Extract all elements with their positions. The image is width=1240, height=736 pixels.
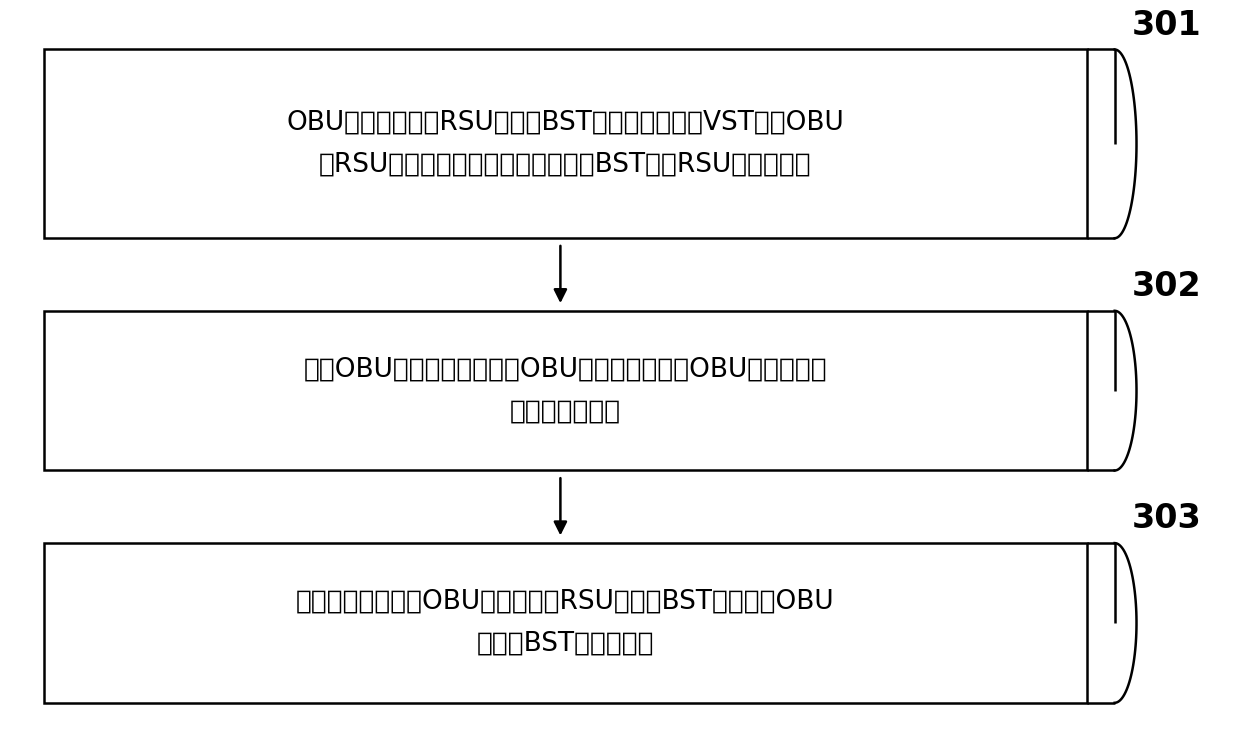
- Text: 303: 303: [1131, 503, 1202, 535]
- Text: 301: 301: [1131, 9, 1202, 42]
- Text: 若在交易状态中的OBU又接收到了RSU发送的BST信号时，OBU
校验此BST的频点信息: 若在交易状态中的OBU又接收到了RSU发送的BST信号时，OBU 校验此BST的…: [296, 589, 835, 657]
- Text: OBU接收路侧单元RSU发送的BST信号，返回响应VST，使OBU
与RSU之间建立通信链路，同时记录BST中此RSU的频点信息: OBU接收路侧单元RSU发送的BST信号，返回响应VST，使OBU 与RSU之间…: [286, 110, 844, 178]
- Bar: [43, 49, 1086, 238]
- Text: 302: 302: [1131, 270, 1202, 303]
- Text: 设置OBU为交易状态，由于OBU是被动响应的，OBU等待接收交
易中的其他命令: 设置OBU为交易状态，由于OBU是被动响应的，OBU等待接收交 易中的其他命令: [304, 357, 827, 425]
- Bar: [43, 311, 1086, 470]
- Bar: [43, 543, 1086, 703]
